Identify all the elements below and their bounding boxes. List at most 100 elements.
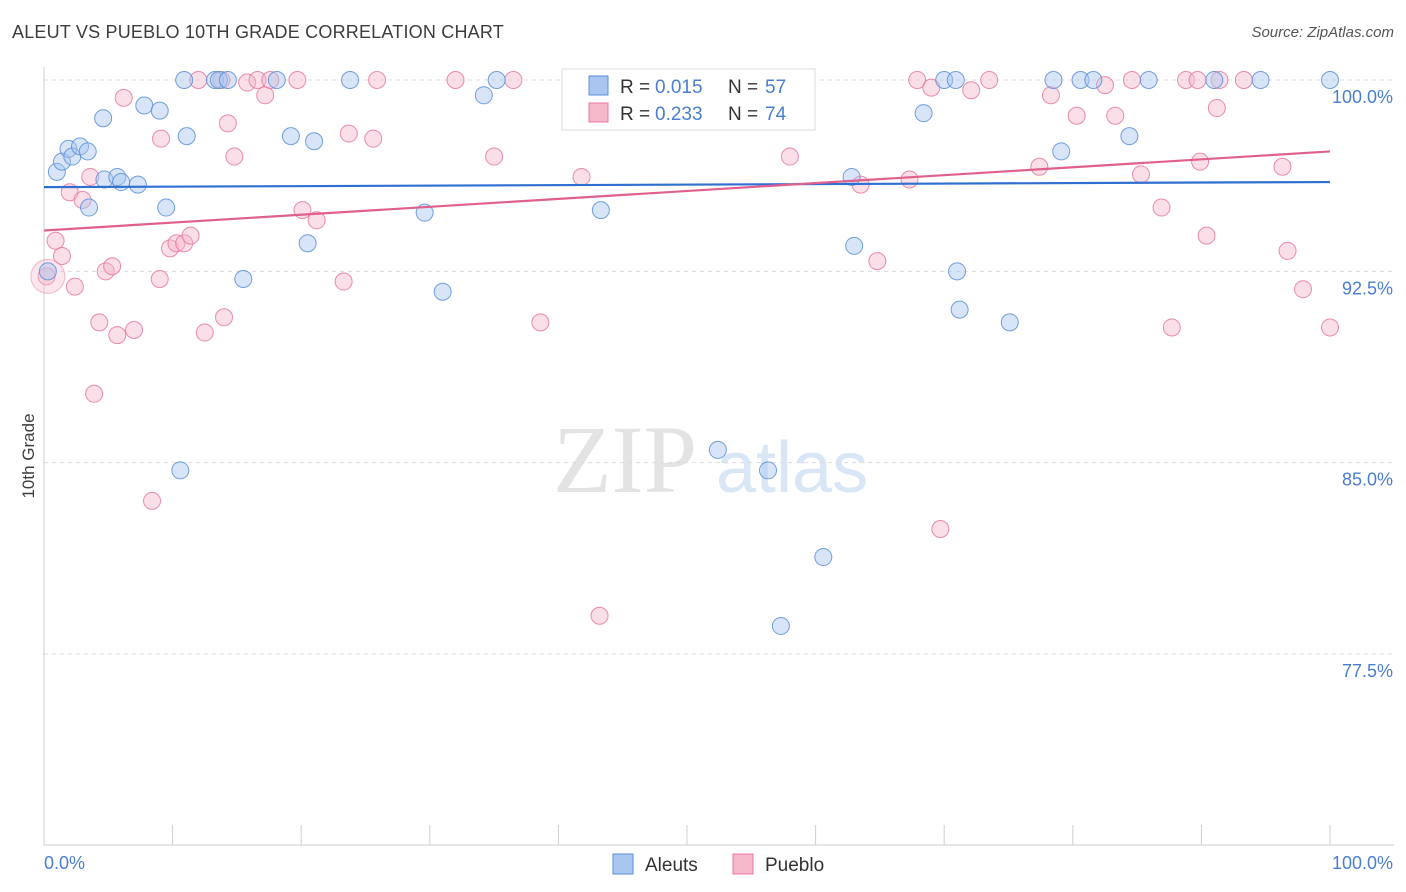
aleut-point	[150, 101, 169, 120]
pueblo-point	[261, 71, 280, 89]
y-tick-label: 92.5%	[1342, 278, 1393, 298]
pueblo-point	[65, 277, 84, 296]
pueblo-point	[225, 147, 244, 166]
pueblo-r-label: R =	[620, 104, 650, 125]
bottom-legend: Aleuts Pueblo	[612, 853, 824, 876]
pueblo-point	[962, 81, 981, 100]
pueblo-point	[1321, 318, 1339, 337]
aleut-point	[267, 71, 286, 89]
aleut-point	[234, 269, 253, 288]
grid	[44, 79, 1394, 655]
aleut-point	[305, 132, 324, 151]
pueblo-point	[339, 124, 358, 143]
pueblo-point	[931, 519, 950, 538]
pueblo-point	[150, 269, 169, 288]
aleut-point	[341, 71, 360, 89]
aleut-point	[177, 127, 196, 146]
pueblo-point	[868, 252, 887, 271]
pueblo-point	[46, 231, 65, 250]
pueblo-point	[364, 129, 383, 148]
pueblo-point	[195, 323, 214, 342]
pueblo-point	[307, 211, 326, 230]
pueblo-point	[1273, 157, 1292, 176]
aleut-point	[914, 104, 933, 123]
pueblo-point	[152, 129, 171, 148]
pueblo-point	[368, 71, 387, 89]
pueblo-swatch	[588, 102, 609, 123]
aleut-point	[433, 282, 452, 301]
aleut-point	[135, 96, 154, 115]
y-tick-label: 100.0%	[1332, 87, 1393, 107]
aleut-trend-line	[43, 180, 1331, 189]
y-tick-label: 85.0%	[1342, 470, 1393, 490]
aleut-point	[946, 71, 965, 89]
legend-aleuts-label: Aleuts	[645, 855, 698, 876]
stats-legend: R = 0.015 N = 57 R = 0.233 N = 74	[561, 68, 816, 131]
aleut-point	[708, 440, 727, 459]
pueblo-point	[167, 234, 186, 253]
pueblo-point	[114, 88, 133, 107]
pueblo-point	[1041, 86, 1060, 105]
aleut-point	[591, 201, 610, 220]
aleut-point	[1120, 127, 1139, 146]
aleut-point	[112, 173, 131, 192]
pueblo-point	[288, 71, 307, 89]
aleut-r-label: R =	[620, 77, 650, 98]
y-tick-labels: 100.0% 92.5% 85.0% 77.5%	[1332, 87, 1393, 681]
pueblo-points	[30, 71, 1339, 625]
pueblo-point	[900, 170, 919, 189]
aleut-point	[80, 198, 99, 217]
pueblo-point	[334, 272, 353, 291]
pueblo-point	[1131, 165, 1150, 184]
aleut-point	[38, 262, 57, 281]
pueblo-point	[1207, 99, 1226, 118]
pueblo-point	[1030, 157, 1049, 176]
aleut-point	[1205, 71, 1224, 89]
y-axis-title: 10th Grade	[19, 413, 38, 498]
aleut-point	[281, 127, 300, 146]
pueblo-point	[248, 71, 267, 89]
aleut-points	[38, 71, 1339, 635]
pueblo-point	[1188, 71, 1207, 89]
aleut-point	[128, 175, 147, 194]
pueblo-point	[1162, 318, 1181, 337]
aleut-point	[1321, 71, 1339, 89]
aleut-point	[1052, 142, 1071, 161]
aleut-n-value: 57	[765, 77, 786, 98]
aleut-point	[474, 86, 493, 105]
pueblo-point	[73, 190, 92, 209]
aleut-point	[171, 461, 190, 480]
pueblo-point	[1278, 241, 1297, 260]
pueblo-point	[780, 147, 799, 166]
pueblo-point	[446, 71, 465, 89]
pueblo-point	[531, 313, 550, 332]
aleut-point	[845, 236, 864, 255]
pueblo-point	[1197, 226, 1216, 245]
pueblo-point	[215, 308, 234, 327]
trend-lines	[43, 150, 1331, 232]
legend-aleuts-swatch	[612, 853, 634, 875]
x-ticks	[43, 825, 1331, 845]
chart-title: ALEUT VS PUEBLO 10TH GRADE CORRELATION C…	[12, 22, 504, 42]
pueblo-point	[218, 114, 237, 133]
pueblo-point	[181, 226, 200, 245]
pueblo-point	[590, 606, 609, 625]
pueblo-point	[1293, 280, 1312, 299]
pueblo-point	[980, 71, 999, 89]
aleut-swatch	[588, 75, 609, 96]
aleut-point	[1251, 71, 1270, 89]
aleut-point	[814, 548, 833, 567]
aleut-point	[1000, 313, 1019, 332]
x-tick-label-max: 100.0%	[1332, 853, 1393, 873]
pueblo-point	[125, 321, 144, 340]
aleut-point	[175, 71, 194, 89]
aleut-point	[218, 71, 237, 89]
source-credit: Source: ZipAtlas.com	[1251, 24, 1394, 41]
pueblo-point	[85, 384, 104, 403]
pueblo-point	[908, 71, 927, 89]
aleut-point	[1139, 71, 1158, 89]
aleut-point	[771, 616, 790, 635]
legend-pueblo-swatch	[732, 853, 754, 875]
aleut-point	[298, 234, 317, 253]
